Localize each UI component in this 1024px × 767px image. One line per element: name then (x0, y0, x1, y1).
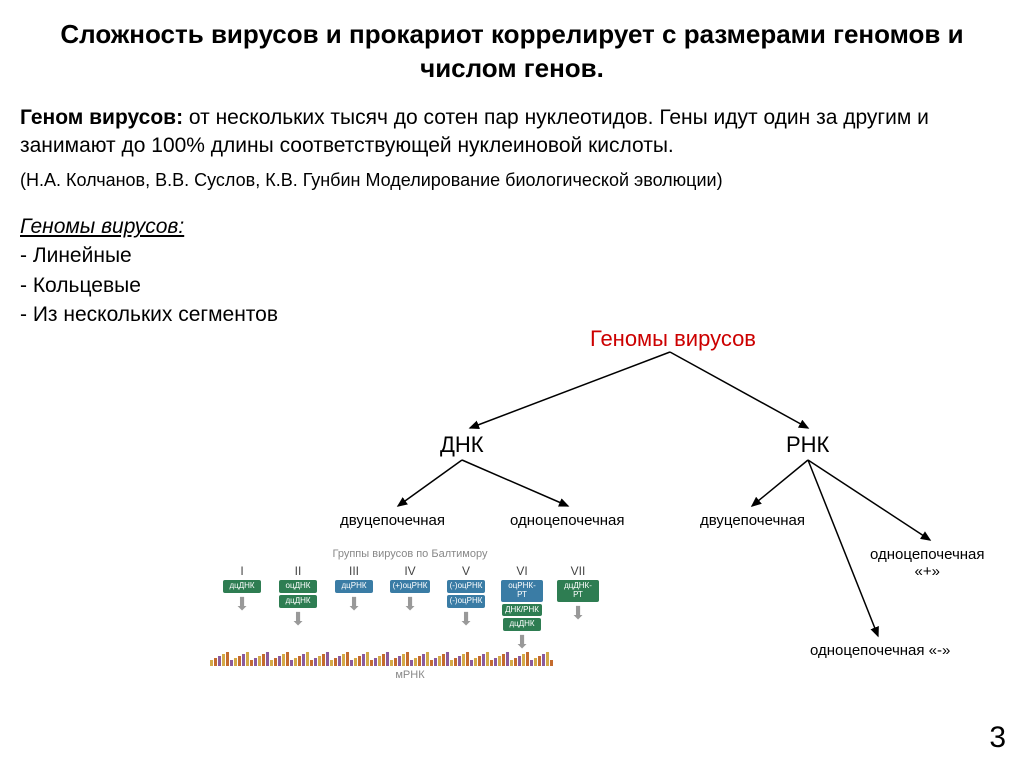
baltimore-title: Группы вирусов по Балтимору (210, 548, 610, 560)
baltimore-tag: дцДНК (223, 580, 261, 593)
down-arrow-icon: ⬇ (514, 635, 529, 649)
baltimore-roman: IV (404, 564, 415, 578)
down-arrow-icon: ⬇ (458, 612, 473, 626)
baltimore-column: IV (+)оцРНК ⬇ (389, 564, 431, 650)
baltimore-roman: II (295, 564, 302, 578)
baltimore-roman: I (240, 564, 243, 578)
down-arrow-icon: ⬇ (346, 597, 361, 611)
baltimore-tag: дцДНК (279, 595, 317, 608)
down-arrow-icon: ⬇ (290, 612, 305, 626)
baltimore-column: V (-)оцРНК (-)оцРНК ⬇ (445, 564, 487, 650)
baltimore-tag: оцРНК-РТ (501, 580, 543, 602)
baltimore-tag: (-)оцРНК (447, 595, 486, 608)
mrna-band (210, 652, 610, 666)
down-arrow-icon: ⬇ (402, 597, 417, 611)
baltimore-column: VII дцДНК-РТ ⬇ (557, 564, 599, 650)
baltimore-roman: V (462, 564, 470, 578)
mrna-label: мРНК (210, 669, 610, 681)
baltimore-roman: VII (571, 564, 586, 578)
baltimore-column: III дцРНК ⬇ (333, 564, 375, 650)
baltimore-tag: (-)оцРНК (447, 580, 486, 593)
baltimore-tag: дцДНК (503, 618, 541, 631)
baltimore-tag: дцРНК (335, 580, 373, 593)
page-number: 3 (989, 721, 1006, 755)
baltimore-column: II оцДНК дцДНК ⬇ (277, 564, 319, 650)
down-arrow-icon: ⬇ (570, 606, 585, 620)
baltimore-roman: VI (516, 564, 527, 578)
baltimore-tag: оцДНК (279, 580, 317, 593)
baltimore-classification: Группы вирусов по Балтимору IдцДНК ⬇ II оцДН… (210, 548, 610, 681)
baltimore-column: IдцДНК ⬇ (221, 564, 263, 650)
baltimore-column: VI оцРНК-РТ ДНК/РНКдцДНК ⬇ (501, 564, 543, 650)
baltimore-tag: ДНК/РНК (502, 604, 542, 617)
down-arrow-icon: ⬇ (234, 597, 249, 611)
baltimore-tag: (+)оцРНК (390, 580, 431, 593)
baltimore-tag: дцДНК-РТ (557, 580, 599, 602)
baltimore-columns: IдцДНК ⬇ II оцДНК дцДНК ⬇ III дцРНК ⬇ IV (+)оцРНК ⬇… (210, 564, 610, 650)
baltimore-roman: III (349, 564, 359, 578)
